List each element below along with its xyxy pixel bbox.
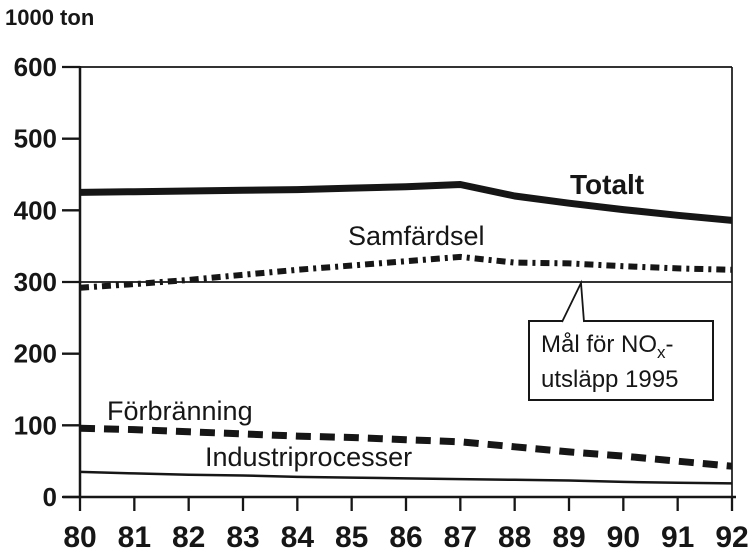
x-tick-label: 84 xyxy=(281,521,315,550)
series-line-industriprocesser xyxy=(79,470,733,485)
x-tick-label: 91 xyxy=(661,521,694,550)
series-label-forbranning: Förbränning xyxy=(107,396,253,426)
x-tick-label: 86 xyxy=(389,521,422,550)
series-line-totalt xyxy=(79,181,733,224)
series-line-samfardsel xyxy=(79,253,733,291)
nox-subscript: x xyxy=(657,343,666,362)
series-lines xyxy=(79,181,733,485)
unit-label: 1000 ton xyxy=(5,5,94,30)
callout-line1-pre: Mål för NO xyxy=(541,331,657,358)
x-tick-label: 82 xyxy=(172,521,205,550)
series-line-forbranning xyxy=(79,424,733,470)
series-label-samfardsel: Samfärdsel xyxy=(348,221,485,251)
x-tick-label: 90 xyxy=(607,521,640,550)
series-label-totalt: Totalt xyxy=(570,169,644,200)
x-tick-label: 80 xyxy=(63,521,96,550)
x-tick-label: 89 xyxy=(552,521,585,550)
y-tick-label: 600 xyxy=(14,52,57,82)
y-tick-label: 200 xyxy=(14,339,57,369)
callout-box xyxy=(528,320,714,401)
x-tick-label: 83 xyxy=(226,521,259,550)
y-tick-label: 300 xyxy=(14,267,57,297)
series-label-industriprocesser: Industriprocesser xyxy=(205,442,412,472)
x-tick-label: 81 xyxy=(118,521,151,550)
x-tick-label: 85 xyxy=(335,521,368,550)
x-tick-label: 88 xyxy=(498,521,531,550)
y-tick-label: 400 xyxy=(14,195,57,225)
axes: 0 100 200 300 400 500 600 80 81 82 83 84 85 86 87 88 89 9… xyxy=(14,52,749,550)
callout-text-line1: Mål för NOx- xyxy=(541,331,674,362)
x-tick-label: 87 xyxy=(444,521,477,550)
y-tick-label: 100 xyxy=(14,410,57,440)
y-tick-label: 500 xyxy=(14,124,57,154)
y-tick-label: 0 xyxy=(43,482,57,512)
callout-text-line2: utsläpp 1995 xyxy=(541,366,678,393)
callout-pointer xyxy=(561,279,585,323)
x-tick-label: 92 xyxy=(715,521,748,550)
target-annotation: Mål för NOx- utsläpp 1995 xyxy=(528,279,714,401)
callout-line1-post: - xyxy=(666,331,674,358)
